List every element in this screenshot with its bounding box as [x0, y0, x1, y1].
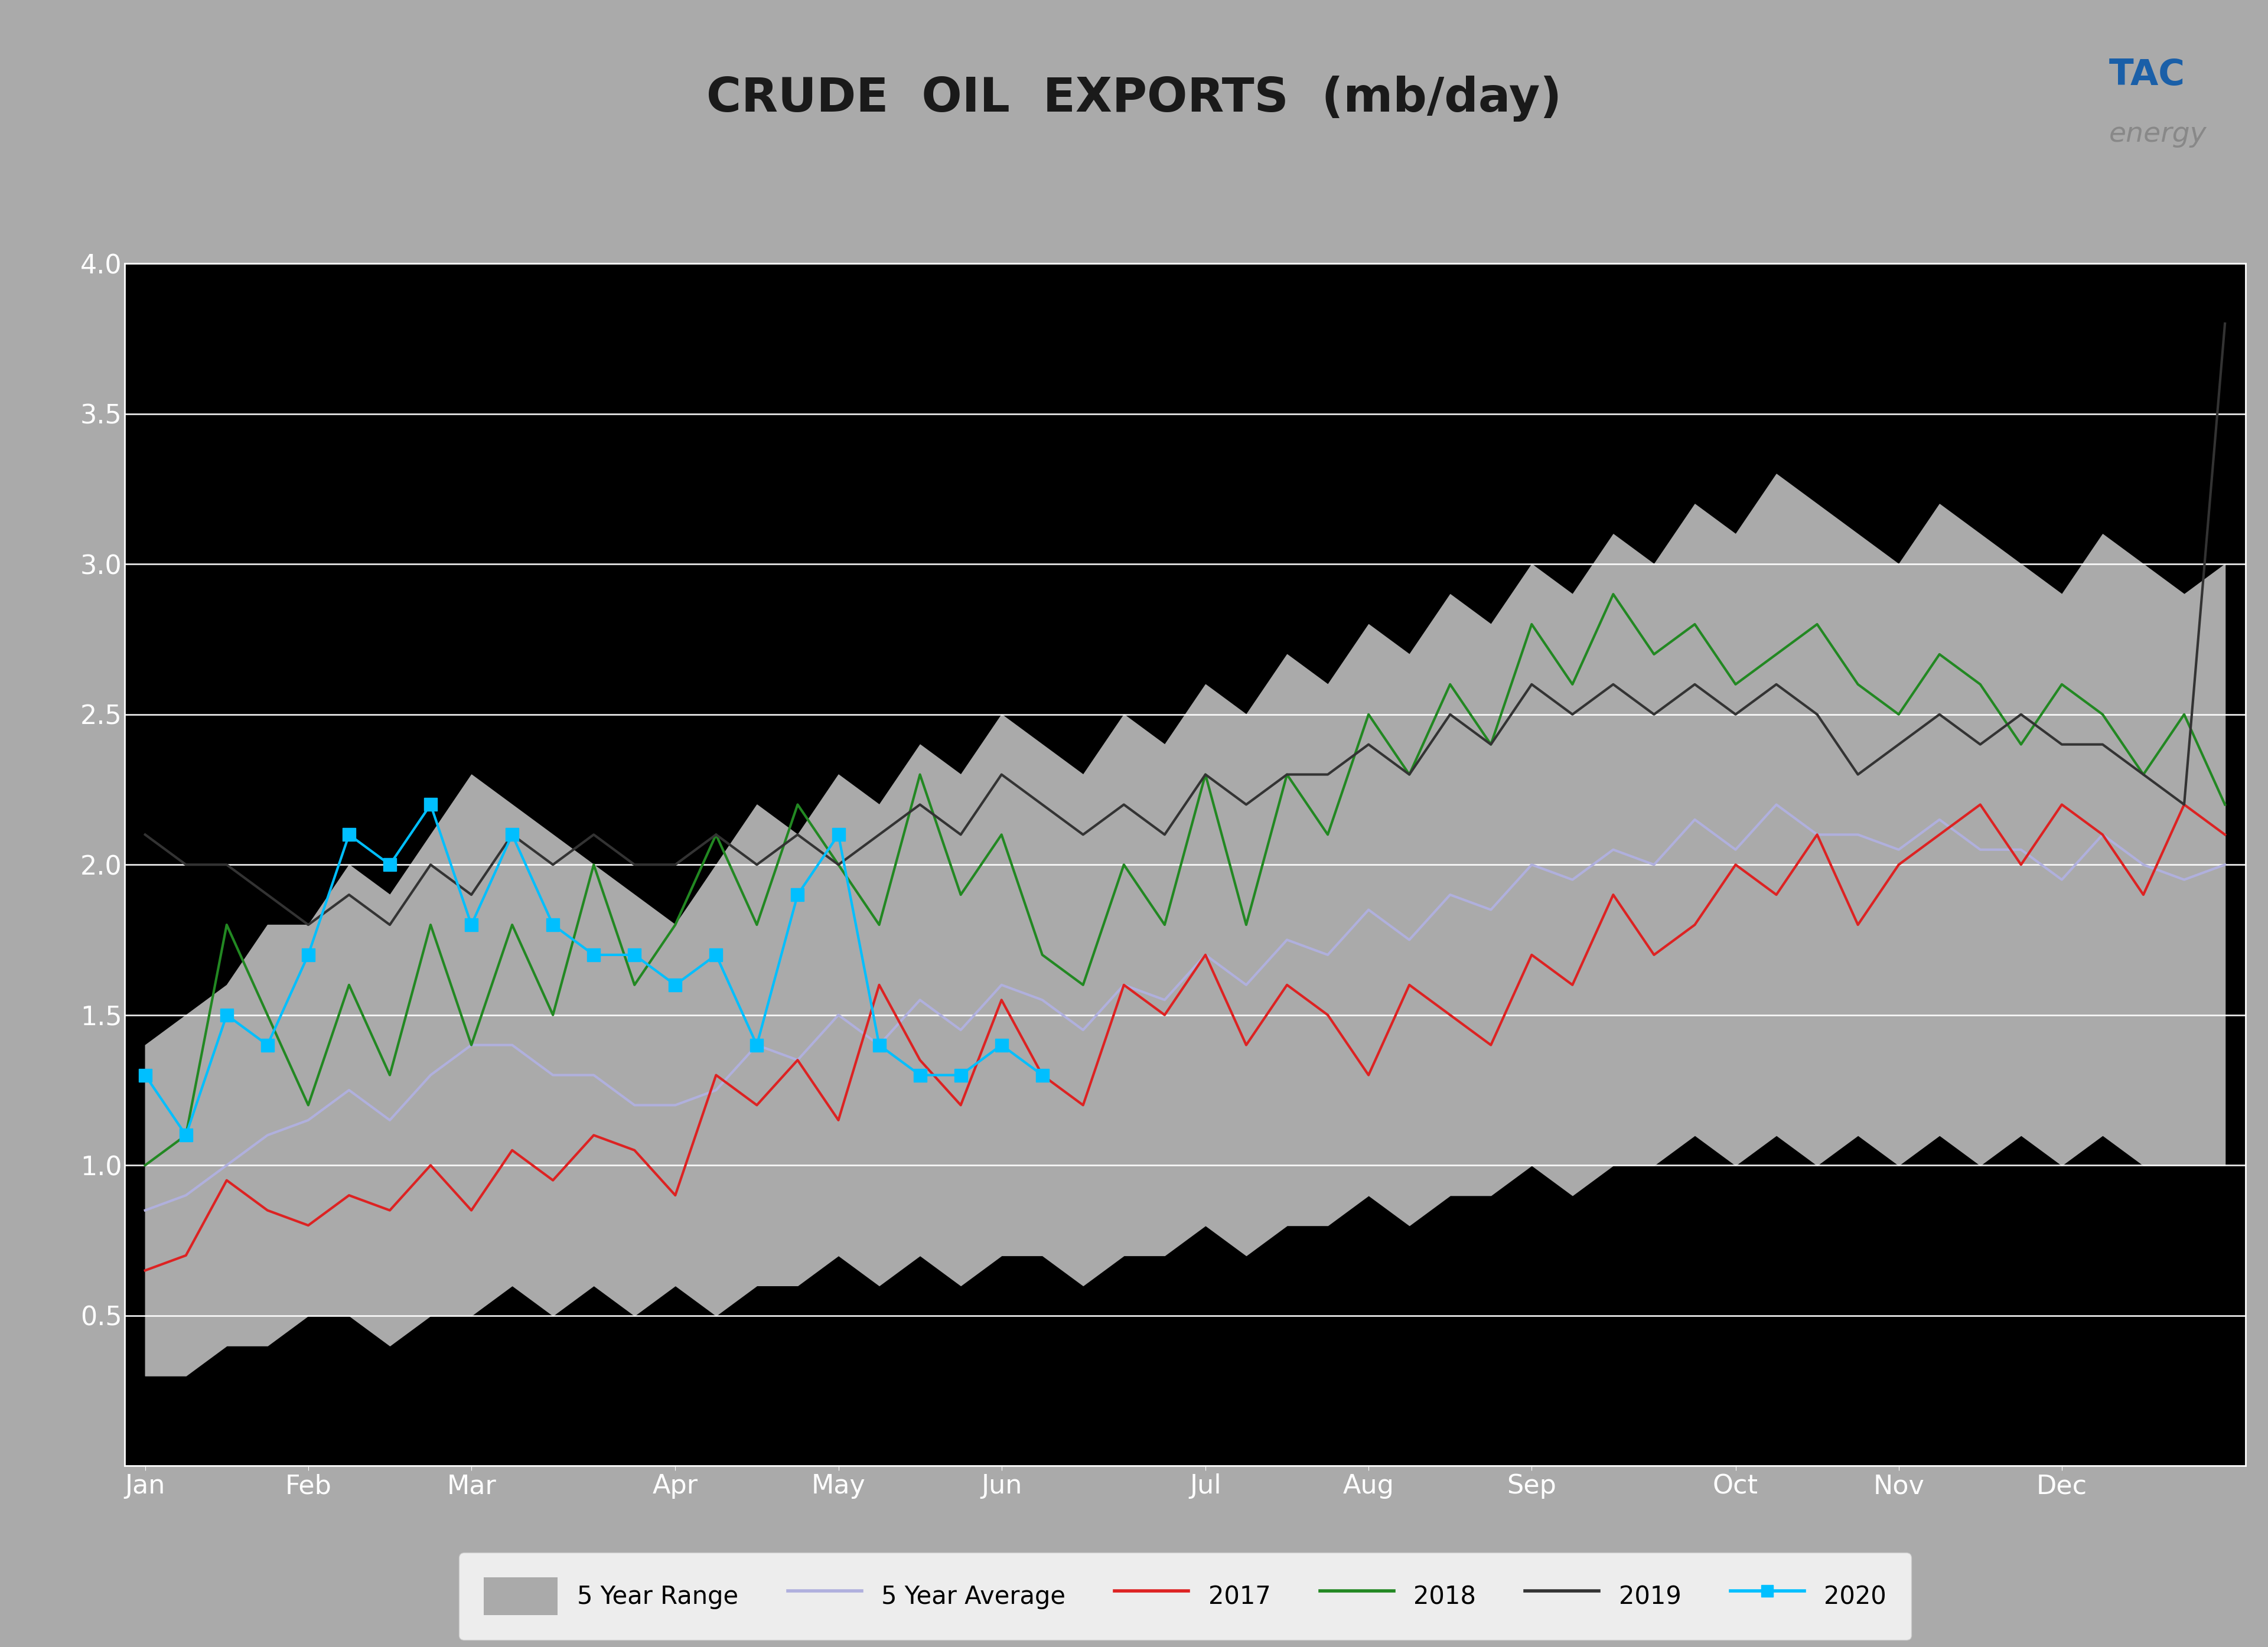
- Text: TAC: TAC: [2109, 58, 2186, 92]
- Text: CRUDE  OIL  EXPORTS  (mb/day): CRUDE OIL EXPORTS (mb/day): [705, 76, 1563, 122]
- Legend: 5 Year Range, 5 Year Average, 2017, 2018, 2019, 2020: 5 Year Range, 5 Year Average, 2017, 2018…: [458, 1553, 1912, 1640]
- Text: energy: energy: [2109, 122, 2207, 148]
